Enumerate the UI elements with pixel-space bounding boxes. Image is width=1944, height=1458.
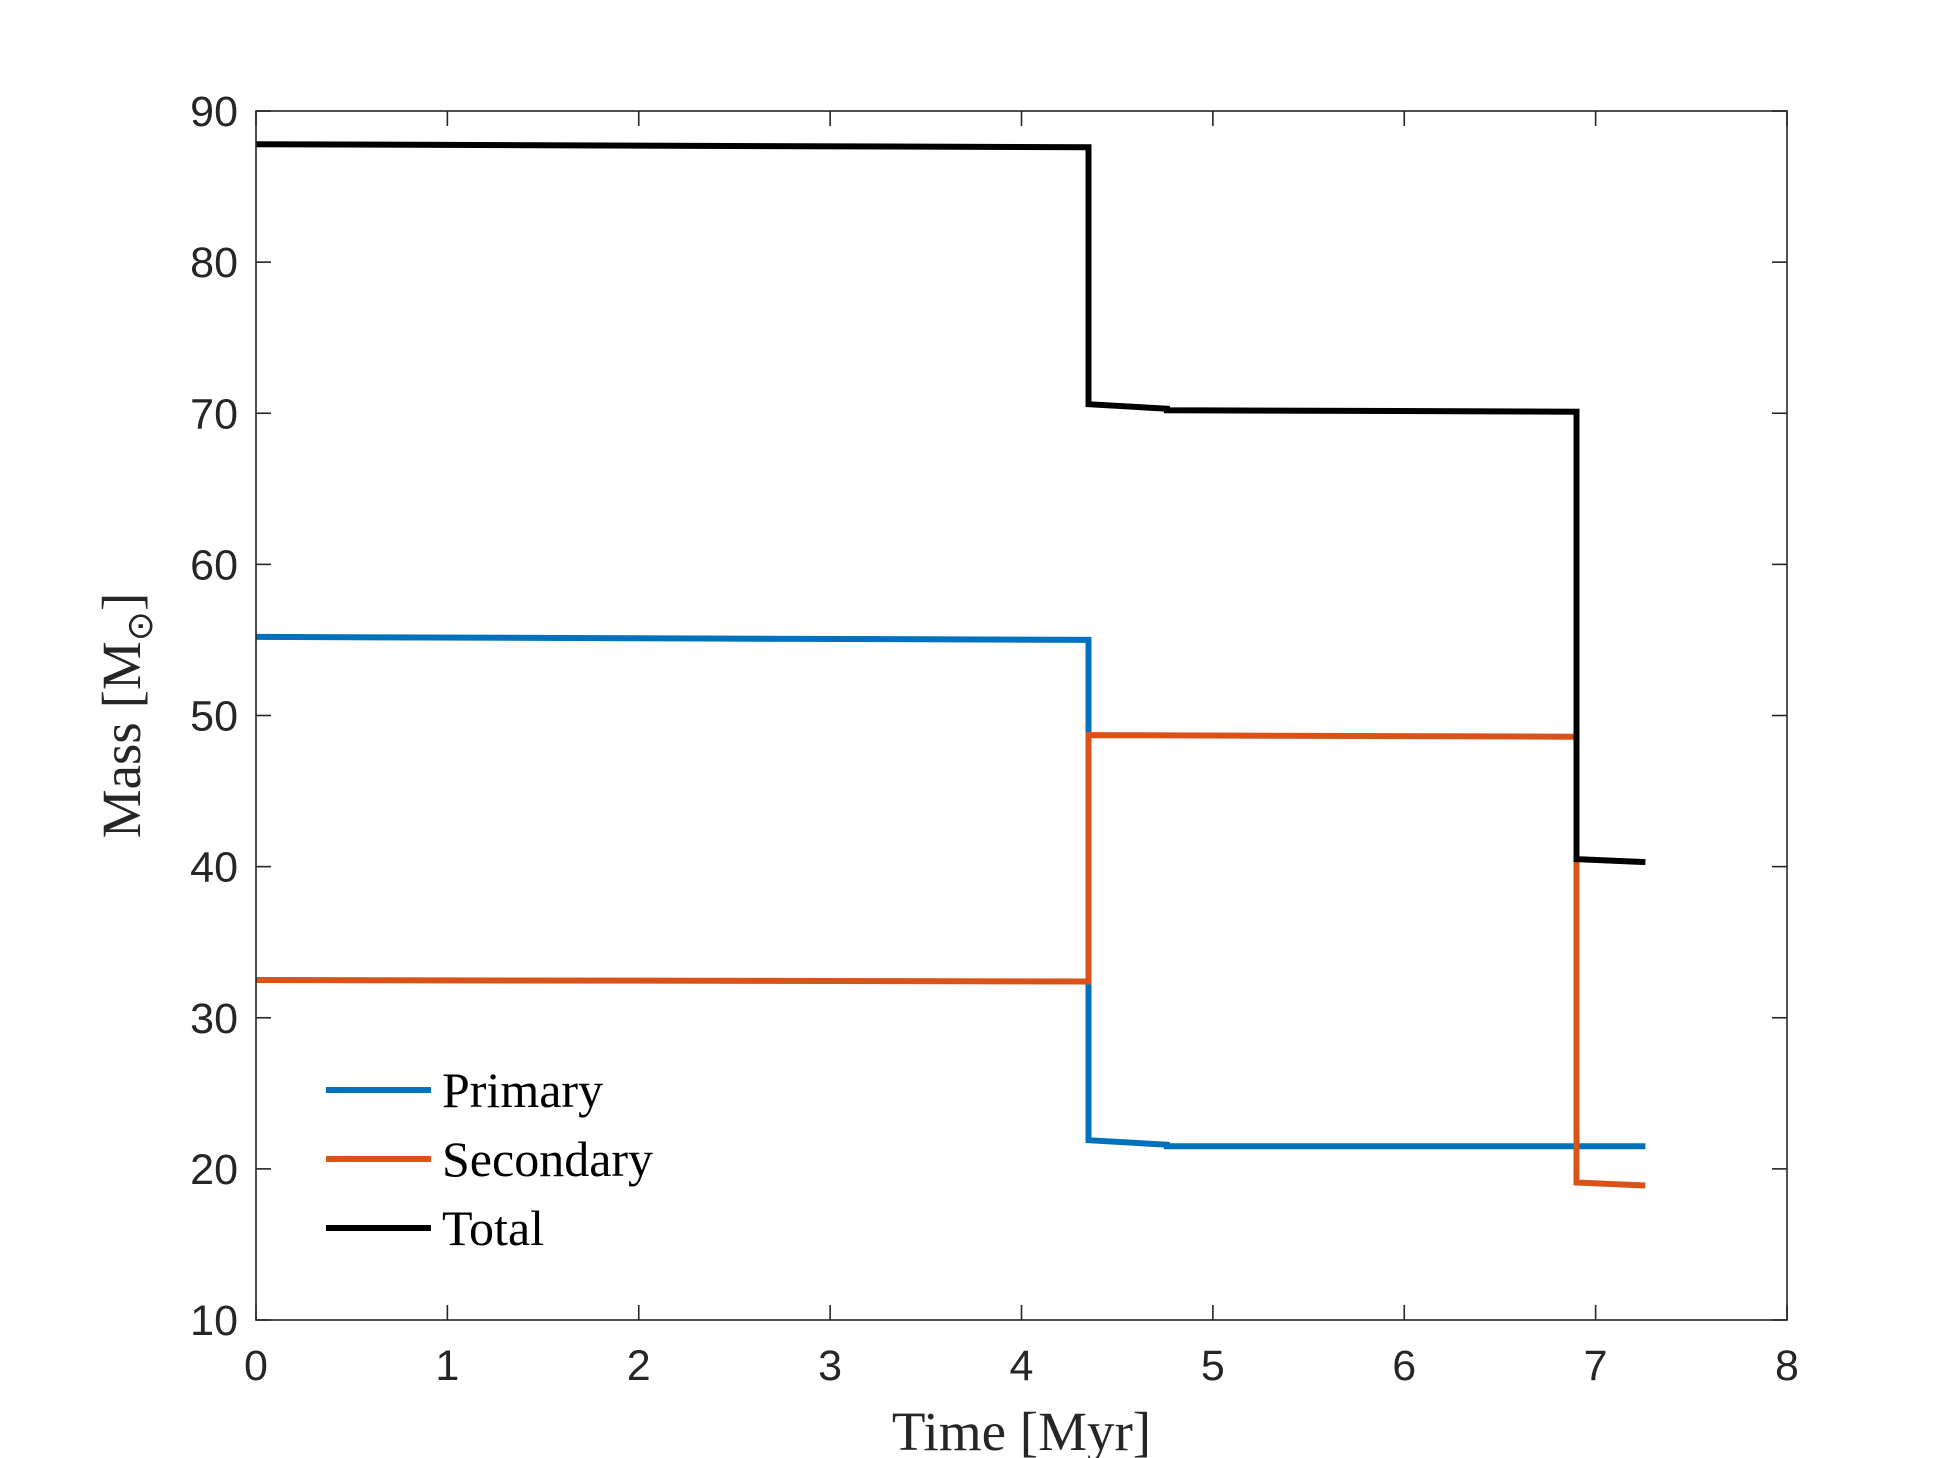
x-tick-label: 1 [435, 1342, 459, 1390]
y-axis-title-main: Mass [M [91, 641, 152, 838]
y-tick-label: 80 [190, 239, 238, 287]
x-tick-label: 2 [627, 1342, 651, 1390]
series-layer [255, 141, 1646, 1189]
x-tick-label: 3 [818, 1342, 842, 1390]
y-tick-label: 60 [190, 541, 238, 589]
x-tick-label: 5 [1201, 1342, 1225, 1390]
legend: Primary Secondary Total [326, 1062, 653, 1256]
tick-labels-layer: 0 1 2 3 4 5 6 7 8 10 20 30 40 50 60 70 80 90 [190, 88, 1799, 1390]
y-axis-title: Mass [M⊙] [91, 593, 160, 839]
legend-label-secondary: Secondary [442, 1131, 653, 1187]
axes-box [255, 110, 1788, 1321]
y-tick-label: 10 [190, 1297, 238, 1345]
x-tick-label: 8 [1775, 1342, 1799, 1390]
series-line-total [255, 141, 1646, 866]
y-tick-label: 40 [190, 844, 238, 892]
x-tick-label: 0 [244, 1342, 268, 1390]
series-line-secondary [255, 732, 1646, 1189]
y-tick-label: 30 [190, 995, 238, 1043]
legend-label-total: Total [442, 1200, 544, 1256]
y-tick-label: 70 [190, 390, 238, 438]
y-axis-title-subscript: ⊙ [120, 611, 160, 641]
y-tick-label: 90 [190, 88, 238, 136]
legend-label-primary: Primary [442, 1062, 603, 1118]
x-tick-label: 6 [1392, 1342, 1416, 1390]
y-axis-title-close: ] [91, 593, 152, 611]
y-tick-label: 20 [190, 1146, 238, 1194]
x-axis-title: Time [Myr] [892, 1401, 1151, 1458]
y-tick-label: 50 [190, 693, 238, 741]
x-tick-label: 4 [1010, 1342, 1034, 1390]
series-line-primary [255, 633, 1646, 1150]
x-tick-label: 7 [1584, 1342, 1608, 1390]
